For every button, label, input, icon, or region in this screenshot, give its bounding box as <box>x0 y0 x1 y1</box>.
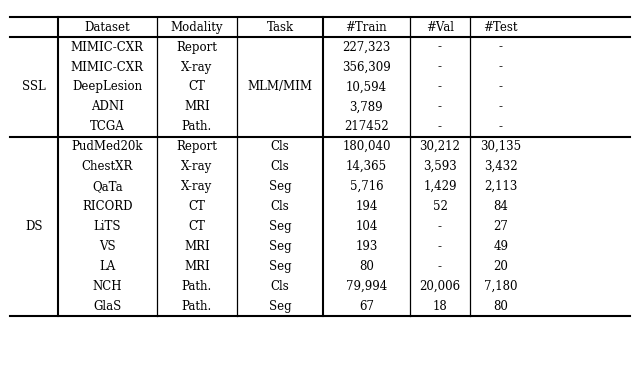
Text: 356,309: 356,309 <box>342 61 391 74</box>
Text: LiTS: LiTS <box>93 220 121 233</box>
Text: Path.: Path. <box>182 120 212 133</box>
Text: -: - <box>499 120 503 133</box>
Text: Report: Report <box>177 140 217 153</box>
Text: 49: 49 <box>493 240 508 253</box>
Text: Path.: Path. <box>182 300 212 313</box>
Text: 227,323: 227,323 <box>342 41 390 54</box>
Text: 30,135: 30,135 <box>480 140 522 153</box>
Text: -: - <box>499 80 503 93</box>
Text: Seg: Seg <box>269 220 291 233</box>
Text: 18: 18 <box>433 300 447 313</box>
Text: 79,994: 79,994 <box>346 280 387 293</box>
Text: -: - <box>438 240 442 253</box>
Text: -: - <box>499 61 503 74</box>
Text: -: - <box>438 80 442 93</box>
Text: Cls: Cls <box>271 200 289 213</box>
Text: Cls: Cls <box>271 140 289 153</box>
Text: 67: 67 <box>359 300 374 313</box>
Text: 194: 194 <box>355 200 378 213</box>
Text: DeepLesion: DeepLesion <box>72 80 142 93</box>
Text: 30,212: 30,212 <box>420 140 460 153</box>
Text: Seg: Seg <box>269 180 291 193</box>
Text: #Test: #Test <box>484 21 518 34</box>
Text: 10,594: 10,594 <box>346 80 387 93</box>
Text: 84: 84 <box>493 200 508 213</box>
Text: 3,432: 3,432 <box>484 160 518 173</box>
Text: DS: DS <box>25 220 42 233</box>
Text: Dataset: Dataset <box>84 21 130 34</box>
Text: 7,180: 7,180 <box>484 280 518 293</box>
Text: GlaS: GlaS <box>93 300 122 313</box>
Text: 27: 27 <box>493 220 508 233</box>
Text: -: - <box>438 260 442 273</box>
Text: 80: 80 <box>359 260 374 273</box>
Text: NCH: NCH <box>92 280 122 293</box>
Text: -: - <box>499 41 503 54</box>
Text: Path.: Path. <box>182 280 212 293</box>
Text: MRI: MRI <box>184 100 210 113</box>
Text: 80: 80 <box>493 300 508 313</box>
Text: -: - <box>438 220 442 233</box>
Text: LA: LA <box>99 260 115 273</box>
Text: 52: 52 <box>433 200 447 213</box>
Text: -: - <box>438 41 442 54</box>
Text: Modality: Modality <box>170 21 223 34</box>
Text: -: - <box>438 120 442 133</box>
Text: 20: 20 <box>493 260 508 273</box>
Text: RICORD: RICORD <box>82 200 132 213</box>
Text: PudMed20k: PudMed20k <box>72 140 143 153</box>
Text: CT: CT <box>188 220 205 233</box>
Text: -: - <box>499 100 503 113</box>
Text: Seg: Seg <box>269 260 291 273</box>
Text: 193: 193 <box>355 240 378 253</box>
Text: #Val: #Val <box>426 21 454 34</box>
Text: X-ray: X-ray <box>181 160 212 173</box>
Text: 217452: 217452 <box>344 120 388 133</box>
Text: MRI: MRI <box>184 260 210 273</box>
Text: CT: CT <box>188 200 205 213</box>
Text: -: - <box>438 61 442 74</box>
Text: TCGA: TCGA <box>90 120 125 133</box>
Text: X-ray: X-ray <box>181 61 212 74</box>
Text: 2,113: 2,113 <box>484 180 518 193</box>
Text: Cls: Cls <box>271 280 289 293</box>
Text: 3,789: 3,789 <box>349 100 383 113</box>
Text: 5,716: 5,716 <box>349 180 383 193</box>
Text: Report: Report <box>177 41 217 54</box>
Text: SSL: SSL <box>22 80 45 93</box>
Text: ChestXR: ChestXR <box>81 160 133 173</box>
Text: CT: CT <box>188 80 205 93</box>
Text: 20,006: 20,006 <box>419 280 461 293</box>
Text: X-ray: X-ray <box>181 180 212 193</box>
Text: MRI: MRI <box>184 240 210 253</box>
Text: Cls: Cls <box>271 160 289 173</box>
Text: 14,365: 14,365 <box>346 160 387 173</box>
Text: Seg: Seg <box>269 300 291 313</box>
Text: 1,429: 1,429 <box>423 180 457 193</box>
Text: VS: VS <box>99 240 115 253</box>
Text: 180,040: 180,040 <box>342 140 390 153</box>
Text: MIMIC-CXR: MIMIC-CXR <box>70 41 144 54</box>
Text: 3,593: 3,593 <box>423 160 457 173</box>
Text: Task: Task <box>266 21 294 34</box>
Text: #Train: #Train <box>346 21 387 34</box>
Text: MLM/MIM: MLM/MIM <box>248 80 312 93</box>
Text: MIMIC-CXR: MIMIC-CXR <box>70 61 144 74</box>
Text: 104: 104 <box>355 220 378 233</box>
Text: Seg: Seg <box>269 240 291 253</box>
Text: QaTa: QaTa <box>92 180 122 193</box>
Text: -: - <box>438 100 442 113</box>
Text: ADNI: ADNI <box>91 100 124 113</box>
